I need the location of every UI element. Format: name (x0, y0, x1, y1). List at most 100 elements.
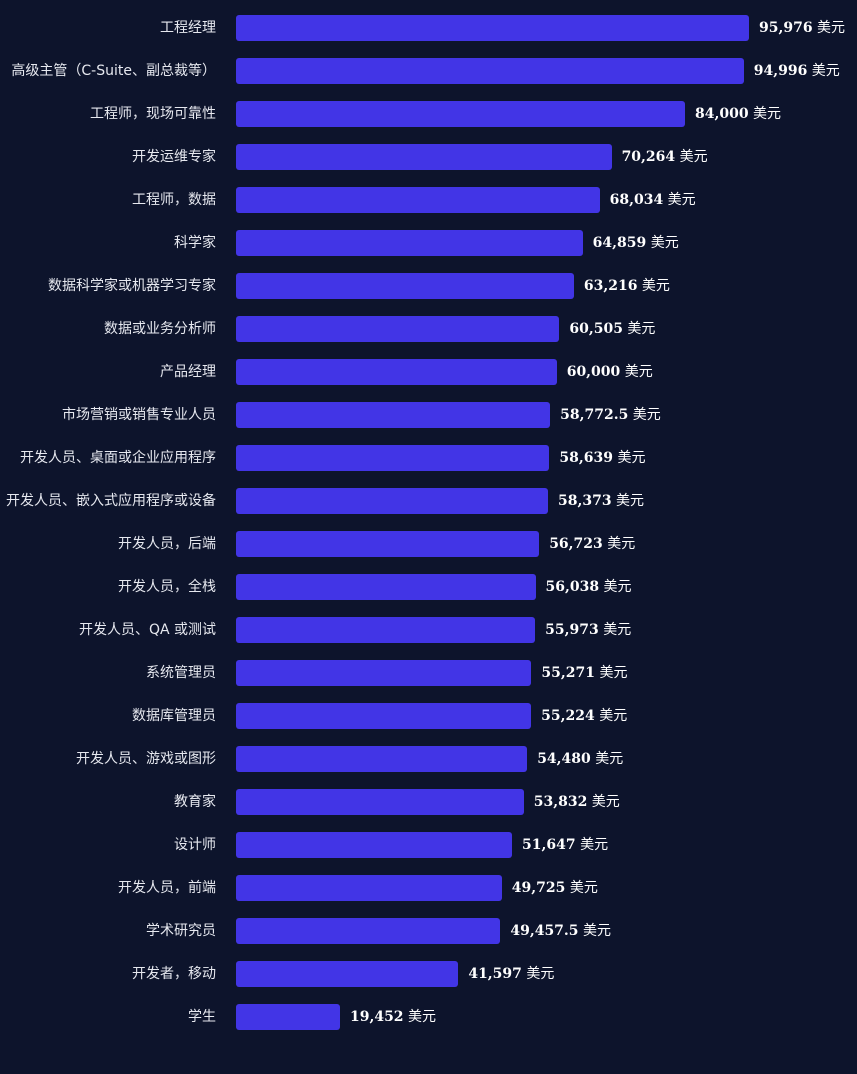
value-number: 51,647 (522, 837, 576, 853)
value-label: 84,000 美元 (695, 101, 781, 127)
bar (236, 918, 501, 944)
value-number: 63,216 (583, 278, 638, 294)
category-label: 学生 (188, 1009, 216, 1025)
value-label: 58,772.5 美元 (560, 402, 661, 428)
chart-row: 科学家 64,859 美元 (0, 230, 857, 256)
chart-row: 开发人员，后端 56,723 美元 (0, 531, 857, 557)
chart-row: 数据或业务分析师 60,505 美元 (0, 316, 857, 342)
value-unit: 美元 (590, 751, 624, 767)
value-label: 51,647 美元 (522, 832, 608, 858)
value-unit: 美元 (812, 20, 846, 36)
chart-row: 工程师，现场可靠性 84,000 美元 (0, 101, 857, 127)
category-label: 开发人员、游戏或图形 (76, 751, 216, 767)
bar (236, 273, 574, 299)
chart-row: 开发者，移动 41,597 美元 (0, 961, 857, 987)
bar (236, 660, 532, 686)
chart-row: 开发人员，前端 49,725 美元 (0, 875, 857, 901)
value-label: 49,725 美元 (512, 875, 598, 901)
value-number: 54,480 (537, 751, 591, 767)
value-label: 60,505 美元 (569, 316, 655, 342)
value-label: 55,973 美元 (545, 617, 631, 643)
bar (236, 58, 744, 84)
value-label: 53,832 美元 (534, 789, 620, 815)
value-unit: 美元 (587, 794, 620, 810)
value-label: 19,452 美元 (350, 1004, 436, 1030)
value-unit: 美元 (602, 536, 636, 552)
value-number: 60,505 (569, 321, 623, 337)
chart-row: 开发人员、游戏或图形 54,480 美元 (0, 746, 857, 772)
category-label: 数据或业务分析师 (104, 321, 216, 337)
chart-row: 设计师 51,647 美元 (0, 832, 857, 858)
value-number: 55,973 (545, 622, 599, 638)
value-label: 94,996 美元 (754, 58, 840, 84)
chart-row: 工程经理 95,976 美元 (0, 15, 857, 41)
value-unit: 美元 (646, 235, 679, 251)
value-label: 60,000 美元 (567, 359, 653, 385)
chart-row: 开发人员、嵌入式应用程序或设备 58,373 美元 (0, 488, 857, 514)
category-label: 教育家 (174, 794, 216, 810)
value-number: 94,996 (753, 63, 808, 79)
chart-row: 开发人员，全栈 56,038 美元 (0, 574, 857, 600)
value-number: 56,723 (549, 536, 603, 552)
value-unit: 美元 (611, 493, 645, 509)
value-number: 49,725 (511, 880, 566, 896)
value-label: 68,034 美元 (610, 187, 696, 213)
category-label: 开发人员，全栈 (118, 579, 216, 595)
value-number: 55,224 (541, 708, 595, 724)
chart-row: 开发人员、桌面或企业应用程序 58,639 美元 (0, 445, 857, 471)
value-unit: 美元 (594, 708, 628, 724)
bar (236, 187, 600, 213)
value-unit: 美元 (403, 1009, 437, 1025)
value-unit: 美元 (675, 149, 708, 165)
category-label: 开发者，移动 (132, 966, 216, 982)
category-label: 数据科学家或机器学习专家 (48, 278, 216, 294)
chart-row: 教育家 53,832 美元 (0, 789, 857, 815)
bar (236, 15, 749, 41)
value-unit: 美元 (575, 837, 609, 853)
value-unit: 美元 (622, 321, 656, 337)
value-number: 49,457.5 (510, 923, 579, 939)
value-number: 84,000 (694, 106, 749, 122)
category-label: 开发人员，前端 (118, 880, 216, 896)
value-number: 60,000 (566, 364, 621, 380)
chart-row: 学术研究员 49,457.5 美元 (0, 918, 857, 944)
value-number: 64,859 (592, 235, 647, 251)
category-label: 开发人员、嵌入式应用程序或设备 (6, 493, 216, 509)
chart-row: 学生 19,452 美元 (0, 1004, 857, 1030)
category-label: 开发人员、QA 或测试 (78, 622, 216, 638)
value-unit: 美元 (578, 923, 611, 939)
bar (236, 316, 560, 342)
chart-row: 高级主管（C-Suite、副总裁等） 94,996 美元 (0, 58, 857, 84)
value-unit: 美元 (598, 622, 632, 638)
value-number: 68,034 (609, 192, 664, 208)
chart-row: 数据库管理员 55,224 美元 (0, 703, 857, 729)
bar (236, 488, 548, 514)
value-label: 63,216 美元 (584, 273, 670, 299)
bar (236, 703, 532, 729)
value-label: 56,038 美元 (546, 574, 632, 600)
value-number: 56,038 (545, 579, 600, 595)
chart-row: 工程师，数据 68,034 美元 (0, 187, 857, 213)
value-number: 58,772.5 (560, 407, 629, 423)
value-label: 58,639 美元 (559, 445, 645, 471)
category-label: 工程师，现场可靠性 (90, 106, 216, 122)
value-label: 41,597 美元 (468, 961, 554, 987)
value-label: 49,457.5 美元 (510, 918, 611, 944)
value-unit: 美元 (663, 192, 696, 208)
chart-row: 开发运维专家 70,264 美元 (0, 144, 857, 170)
bar (236, 144, 612, 170)
value-label: 56,723 美元 (549, 531, 635, 557)
bar (236, 961, 459, 987)
bar (236, 617, 536, 643)
chart-row: 市场营销或销售专业人员 58,772.5 美元 (0, 402, 857, 428)
category-label: 系统管理员 (146, 665, 216, 681)
value-unit: 美元 (807, 63, 840, 79)
category-label: 开发运维专家 (132, 149, 216, 165)
value-unit: 美元 (613, 450, 646, 466)
value-label: 64,859 美元 (593, 230, 679, 256)
value-label: 95,976 美元 (759, 15, 845, 41)
bar (236, 574, 536, 600)
category-label: 高级主管（C-Suite、副总裁等） (11, 63, 216, 79)
category-label: 设计师 (174, 837, 216, 853)
